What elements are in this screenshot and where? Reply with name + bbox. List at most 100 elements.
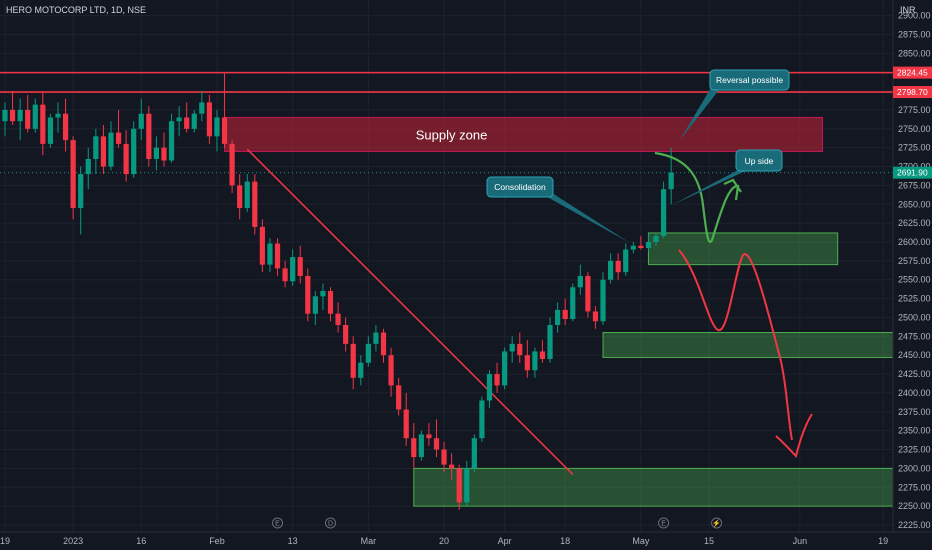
candle-body[interactable] [509, 343, 515, 352]
candle-body[interactable] [668, 172, 674, 190]
candle-body[interactable] [577, 275, 583, 288]
candle-body[interactable] [267, 243, 273, 265]
candle-body[interactable] [9, 109, 16, 122]
candle-body[interactable] [62, 113, 69, 141]
candle-body[interactable] [365, 343, 371, 363]
zone-demand-consolidation[interactable] [647, 232, 839, 266]
candle-body[interactable] [244, 181, 250, 209]
candle-body[interactable] [562, 309, 568, 319]
candle-body[interactable] [623, 249, 629, 273]
candle-body[interactable] [206, 102, 212, 137]
candle-body[interactable] [653, 235, 659, 242]
candle-body[interactable] [555, 309, 561, 326]
candle-body[interactable] [403, 409, 409, 439]
candle-body[interactable] [282, 268, 288, 282]
candle-body[interactable] [297, 257, 303, 276]
candle-body[interactable] [2, 109, 8, 122]
candle-body[interactable] [146, 113, 152, 159]
candle-body[interactable] [252, 181, 258, 227]
candle-body[interactable] [486, 374, 493, 401]
candle-body[interactable] [464, 468, 470, 503]
candle-body[interactable] [547, 325, 553, 359]
time-axis[interactable]: 19202316Feb13Mar20Apr18May15Jun19Jul [0, 531, 932, 550]
candle-body[interactable] [358, 362, 364, 378]
candle-body[interactable] [32, 104, 38, 129]
candle-body[interactable] [78, 174, 84, 209]
candle-body[interactable] [335, 313, 341, 326]
candle-body[interactable] [40, 104, 46, 144]
reversal-callout-box[interactable] [709, 69, 790, 91]
candle-body[interactable] [426, 434, 432, 439]
candle-body[interactable] [312, 296, 318, 314]
candle-body[interactable] [55, 113, 61, 118]
zone-demand-middle[interactable] [602, 332, 922, 358]
candle-body[interactable] [47, 117, 54, 144]
candle-body[interactable] [373, 332, 379, 344]
candle-body[interactable] [645, 242, 652, 249]
consolidation-callout-box[interactable] [486, 176, 554, 198]
candle-body[interactable] [660, 189, 667, 236]
candle-body[interactable] [259, 226, 265, 265]
candle-body[interactable] [608, 260, 614, 280]
candle-body[interactable] [138, 113, 144, 129]
candle-body[interactable] [441, 449, 447, 465]
candle-body[interactable] [479, 400, 485, 439]
candle-body[interactable] [449, 464, 455, 469]
candle-body[interactable] [517, 343, 523, 356]
candle-body[interactable] [229, 143, 235, 186]
candle-body[interactable] [327, 291, 334, 314]
candle-body[interactable] [115, 132, 122, 144]
candle-body[interactable] [592, 311, 599, 322]
candle-body[interactable] [615, 260, 621, 273]
candle-body[interactable] [418, 434, 424, 458]
candle-body[interactable] [585, 275, 591, 312]
candle-body[interactable] [433, 438, 440, 450]
candle-body[interactable] [388, 355, 394, 386]
candle-body[interactable] [600, 279, 606, 322]
candle-body[interactable] [100, 136, 107, 167]
candle-body[interactable] [350, 343, 356, 378]
upside-callout-box[interactable] [735, 149, 783, 172]
candle-body[interactable] [131, 128, 137, 175]
candle-body[interactable] [305, 275, 311, 314]
candle-body[interactable] [539, 351, 546, 359]
candle-body[interactable] [176, 117, 182, 122]
candle-body[interactable] [237, 185, 243, 209]
candle-body[interactable] [85, 158, 91, 175]
zone-supply-zone[interactable] [224, 116, 824, 152]
candle-body[interactable] [471, 438, 477, 469]
candle-body[interactable] [153, 147, 159, 159]
event-marker-icon[interactable] [325, 517, 337, 529]
zone-demand-lower[interactable] [413, 467, 932, 507]
price-axis[interactable]: 2900.002875.002850.002825.002800.002775.… [892, 0, 932, 550]
candle-body[interactable] [191, 113, 197, 129]
candle-body[interactable] [494, 374, 500, 386]
candle-body[interactable] [524, 355, 530, 371]
candle-body[interactable] [25, 109, 31, 129]
candle-body[interactable] [274, 243, 281, 269]
candle-body[interactable] [161, 147, 167, 161]
candle-body[interactable] [630, 245, 636, 250]
candle-body[interactable] [396, 385, 402, 410]
candle-body[interactable] [199, 102, 205, 114]
event-marker-icon[interactable] [711, 517, 723, 529]
candle-body[interactable] [70, 140, 76, 209]
candle-body[interactable] [456, 468, 462, 503]
candle-body[interactable] [168, 121, 175, 161]
candle-body[interactable] [221, 117, 228, 144]
candle-body[interactable] [123, 143, 129, 175]
candle-body[interactable] [570, 287, 576, 319]
candle-body[interactable] [93, 136, 99, 159]
candle-body[interactable] [380, 332, 387, 356]
event-marker-icon[interactable] [658, 517, 670, 529]
candle-body[interactable] [290, 257, 296, 282]
candle-body[interactable] [17, 109, 23, 122]
candle-body[interactable] [214, 117, 220, 137]
candle-body[interactable] [184, 117, 190, 129]
candle-body[interactable] [638, 245, 644, 249]
trendline[interactable] [246, 148, 574, 475]
candle-body[interactable] [343, 325, 349, 344]
candle-body[interactable] [108, 132, 114, 167]
event-marker-icon[interactable] [272, 517, 284, 529]
